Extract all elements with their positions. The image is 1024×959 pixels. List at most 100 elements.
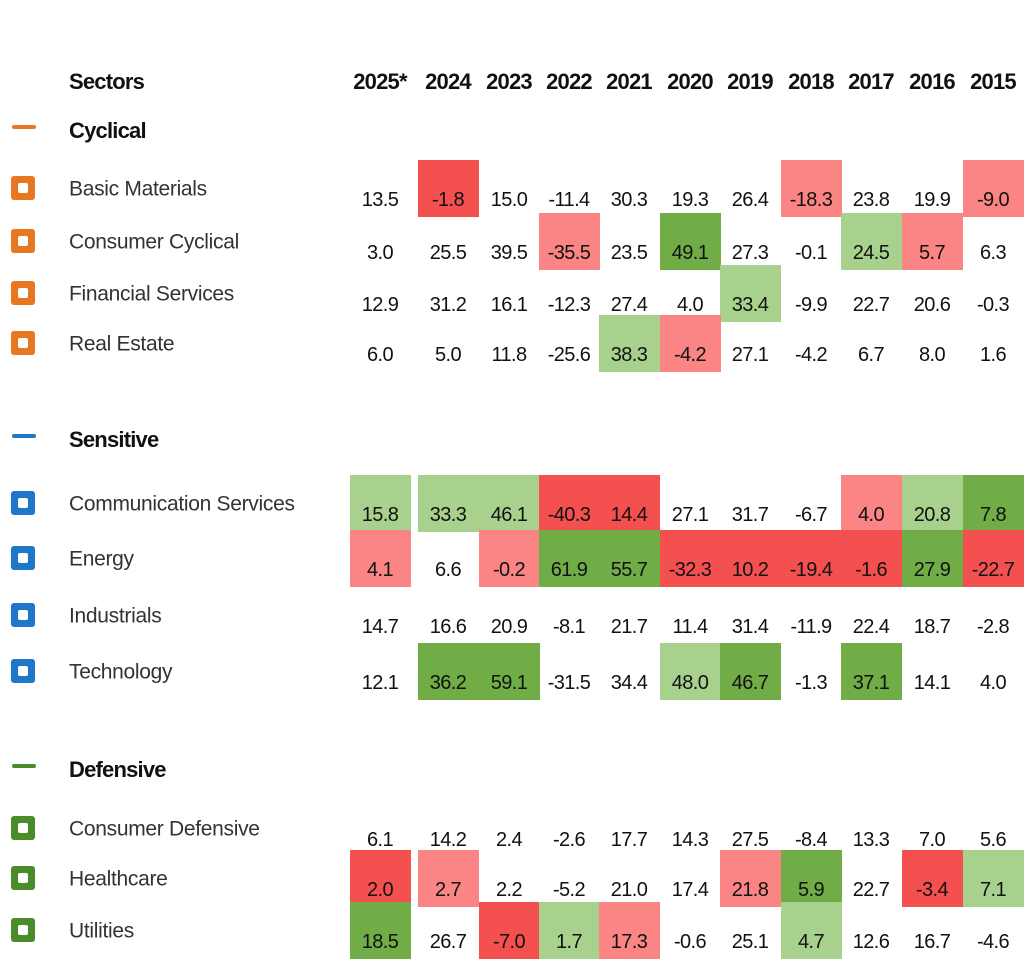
year-header: 2017: [848, 69, 895, 94]
value-cell: 13.3: [852, 829, 890, 851]
highlight-cell: [478, 902, 540, 959]
value-cell: -11.9: [790, 616, 832, 638]
value-cell: 4.7: [797, 931, 825, 953]
highlight-cell: [478, 530, 540, 587]
value-cell: 33.4: [731, 294, 769, 316]
value-cell: 18.7: [913, 616, 951, 638]
highlight-cell: [349, 475, 411, 532]
value-cell: 4.0: [857, 504, 885, 526]
highlight-cell: [780, 160, 842, 217]
value-cell: -18.3: [789, 189, 833, 211]
value-cell: 46.1: [490, 504, 528, 526]
highlight-cell: [719, 850, 781, 907]
value-cell: 61.9: [550, 559, 588, 581]
value-cell: 12.6: [852, 931, 890, 953]
group-name: Cyclical: [69, 118, 147, 143]
sector-icon: [11, 918, 35, 942]
sector-label: Industrials: [69, 604, 162, 628]
value-cell: 7.1: [979, 879, 1007, 901]
value-cell: 5.9: [797, 879, 825, 901]
highlight-cell: [349, 530, 411, 587]
value-cell: 17.3: [610, 931, 648, 953]
value-cell: -22.7: [971, 559, 1015, 581]
value-cell: 19.3: [671, 189, 709, 211]
sector-label: Basic Materials: [69, 177, 207, 201]
highlight-cell: [417, 850, 479, 907]
year-header: 2020: [667, 69, 714, 94]
value-cell: 21.0: [610, 879, 648, 901]
value-cell: 33.3: [429, 504, 467, 526]
sector-label: Communication Services: [69, 492, 295, 516]
highlight-cell: [659, 530, 721, 587]
highlight-cell: [659, 315, 721, 372]
value-cell: 16.7: [913, 931, 951, 953]
highlight-cell: [598, 530, 660, 587]
value-cell: 12.9: [361, 294, 399, 316]
sector-label: Utilities: [69, 919, 134, 943]
highlight-cell: [901, 530, 963, 587]
value-cell: 10.2: [731, 559, 769, 581]
value-cell: 6.6: [434, 559, 462, 581]
value-cell: 24.5: [852, 242, 890, 264]
value-cell: -11.4: [548, 189, 590, 211]
highlight-cell: [538, 902, 600, 959]
year-header: 2019: [727, 69, 774, 94]
value-cell: -0.1: [794, 242, 828, 264]
value-cell: 39.5: [490, 242, 528, 264]
value-cell: 4.0: [979, 672, 1007, 694]
value-cell: 20.6: [913, 294, 951, 316]
highlight-cell: [780, 902, 842, 959]
value-cell: 5.6: [979, 829, 1007, 851]
value-cell: 27.1: [671, 504, 709, 526]
sector-label: Real Estate: [69, 332, 175, 356]
value-cell: 27.3: [731, 242, 769, 264]
sector-label: Financial Services: [69, 282, 234, 306]
value-cell: 34.4: [610, 672, 648, 694]
sector-icon: [11, 546, 35, 570]
value-cell: 7.0: [918, 829, 946, 851]
year-header: 2021: [606, 69, 653, 94]
value-cell: 37.1: [852, 672, 890, 694]
value-cell: 8.0: [918, 344, 946, 366]
value-cell: 25.1: [731, 931, 769, 953]
value-cell: 2.7: [434, 879, 462, 901]
value-cell: -0.3: [976, 294, 1010, 316]
value-cell: 6.3: [979, 242, 1007, 264]
value-cell: 15.8: [361, 504, 399, 526]
highlight-cell: [962, 850, 1024, 907]
value-cell: 48.0: [671, 672, 709, 694]
value-cell: -40.3: [547, 504, 591, 526]
value-cell: 6.0: [366, 344, 394, 366]
highlight-cell: [417, 160, 479, 217]
value-cell: 17.4: [671, 879, 709, 901]
highlight-cell: [417, 475, 479, 532]
value-cell: 6.1: [366, 829, 394, 851]
year-header: 2015: [970, 69, 1017, 94]
value-cell: 27.4: [610, 294, 648, 316]
highlight-cell: [840, 213, 902, 270]
value-cell: 14.1: [913, 672, 951, 694]
highlight-cell: [901, 213, 963, 270]
value-cell: -12.3: [547, 294, 591, 316]
highlight-cell: [598, 902, 660, 959]
sector-label: Energy: [69, 547, 134, 571]
value-cell: 4.1: [366, 559, 394, 581]
sector-label: Technology: [69, 660, 173, 684]
value-cell: -31.5: [547, 672, 591, 694]
value-cell: 11.8: [491, 344, 527, 366]
year-header: 2025*: [353, 69, 407, 94]
value-cell: -5.2: [552, 879, 586, 901]
value-cell: 46.7: [731, 672, 769, 694]
value-cell: -25.6: [547, 344, 591, 366]
value-cell: 22.7: [852, 879, 890, 901]
value-cell: 14.2: [429, 829, 467, 851]
sector-label: Consumer Cyclical: [69, 230, 239, 254]
year-header: 2023: [486, 69, 533, 94]
value-cell: 23.8: [852, 189, 890, 211]
value-cell: 4.0: [676, 294, 704, 316]
value-cell: 22.7: [852, 294, 890, 316]
value-cell: 17.7: [610, 829, 648, 851]
year-header: 2016: [909, 69, 956, 94]
highlight-cell: [780, 530, 842, 587]
